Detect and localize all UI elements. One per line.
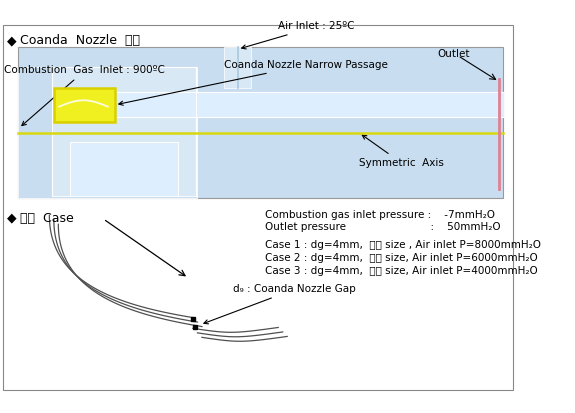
Bar [18, 47, 503, 198]
Text: Combustion gas inlet pressure :    -7mmH₂O: Combustion gas inlet pressure : -7mmH₂O [264, 210, 494, 220]
Text: Air Inlet : 25ºC: Air Inlet : 25ºC [242, 21, 355, 49]
Text: ◆: ◆ [7, 34, 17, 47]
Bar [54, 88, 115, 122]
Text: d₉ : Coanda Nozzle Gap: d₉ : Coanda Nozzle Gap [204, 284, 356, 324]
Text: Coanda Nozzle Narrow Passage: Coanda Nozzle Narrow Passage [119, 60, 388, 105]
Text: Symmetric  Axis: Symmetric Axis [359, 135, 444, 168]
Text: ◆: ◆ [7, 212, 17, 225]
Text: Combustion  Gas  Inlet : 900ºC: Combustion Gas Inlet : 900ºC [5, 65, 166, 126]
Text: Outlet pressure                          :    50mmH₂O: Outlet pressure : 50mmH₂O [264, 223, 500, 233]
Bar [52, 93, 503, 117]
Text: Outlet: Outlet [437, 49, 470, 59]
Text: Case 1 : dg=4mm,  전체 size , Air inlet P=8000mmH₂O: Case 1 : dg=4mm, 전체 size , Air inlet P=8… [264, 240, 540, 250]
Text: Case 3 : dg=4mm,  전체 size, Air inlet P=4000mmH₂O: Case 3 : dg=4mm, 전체 size, Air inlet P=40… [264, 266, 538, 275]
Text: Case 2 : dg=4mm,  전체 size, Air inlet P=6000mmH₂O: Case 2 : dg=4mm, 전체 size, Air inlet P=60… [264, 253, 538, 263]
Text: Coanda  Nozzle  형상: Coanda Nozzle 형상 [20, 34, 140, 47]
Text: 해석  Case: 해석 Case [20, 212, 74, 225]
Bar [70, 142, 178, 197]
Bar [52, 117, 196, 197]
Bar [18, 67, 197, 198]
Bar [224, 47, 251, 88]
Bar [52, 67, 196, 116]
